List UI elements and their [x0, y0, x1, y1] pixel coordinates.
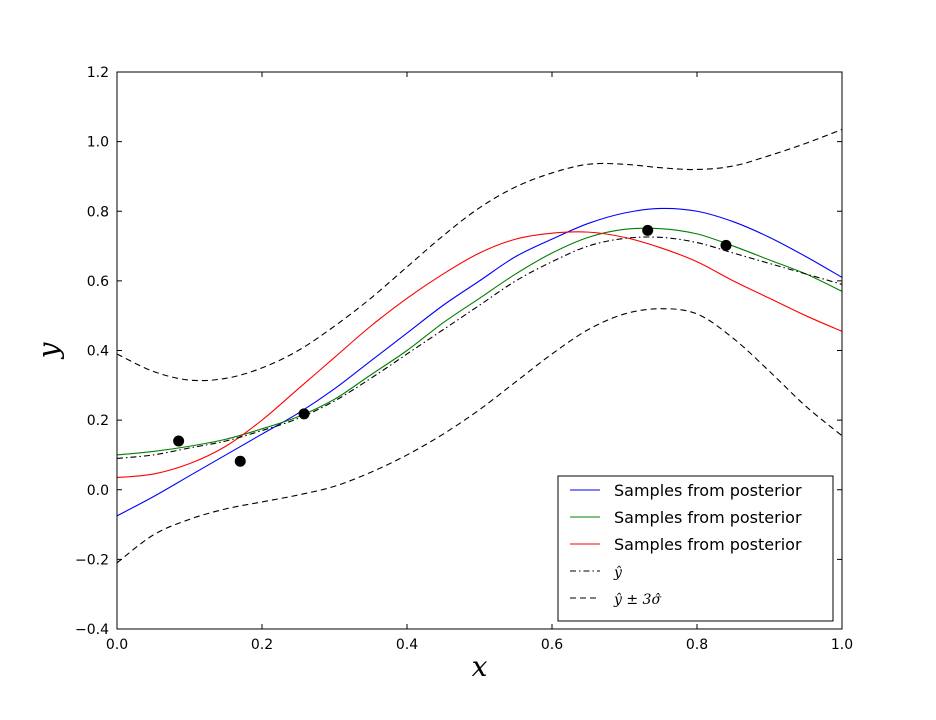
data-point-0	[173, 435, 185, 447]
series-line-5	[117, 308, 842, 564]
x-tick-label: 0.8	[686, 637, 708, 653]
y-tick-label: 0.0	[87, 483, 109, 499]
x-tick-label: 0.6	[541, 637, 563, 653]
legend: Samples from posterior Samples from poste…	[557, 475, 834, 622]
ticks: 0.0 0.2 0.4 0.6 0.8 1.0 −0.4 −0.2 0.0 0.2 0.4 0.6 0.…	[75, 65, 853, 653]
y-tick-label: 0.6	[87, 274, 109, 290]
legend-label-2: Samples from posterior	[614, 535, 802, 554]
x-tick-label: 0.2	[251, 637, 273, 653]
y-tick-label: 0.4	[87, 344, 109, 360]
y-tick-label: 0.2	[87, 413, 109, 429]
y-tick-label: 0.8	[87, 204, 109, 220]
y-tick-label: −0.2	[75, 552, 109, 568]
x-tick-label: 0.0	[106, 637, 128, 653]
legend-box	[557, 475, 834, 622]
x-axis-label: x	[472, 650, 488, 683]
data-point-2	[298, 408, 310, 420]
y-axis-label: y	[32, 341, 65, 360]
series-line-4	[117, 128, 842, 382]
plot-area	[117, 128, 842, 564]
data-point-1	[234, 455, 246, 467]
legend-label-4: ŷ ± 3σ̂	[613, 591, 661, 608]
legend-label-1: Samples from posterior	[614, 508, 802, 527]
data-point-3	[642, 224, 654, 236]
series-line-2	[117, 231, 842, 479]
y-tick-label: 1.2	[87, 65, 109, 81]
x-tick-label: 0.4	[396, 637, 418, 653]
y-tick-label: 1.0	[87, 135, 109, 151]
x-tick-label: 1.0	[831, 637, 853, 653]
legend-label-3: ŷ	[613, 564, 623, 581]
y-tick-label: −0.4	[75, 622, 109, 638]
series-line-0	[117, 207, 842, 517]
legend-label-0: Samples from posterior	[614, 481, 802, 500]
data-point-4	[720, 239, 732, 251]
